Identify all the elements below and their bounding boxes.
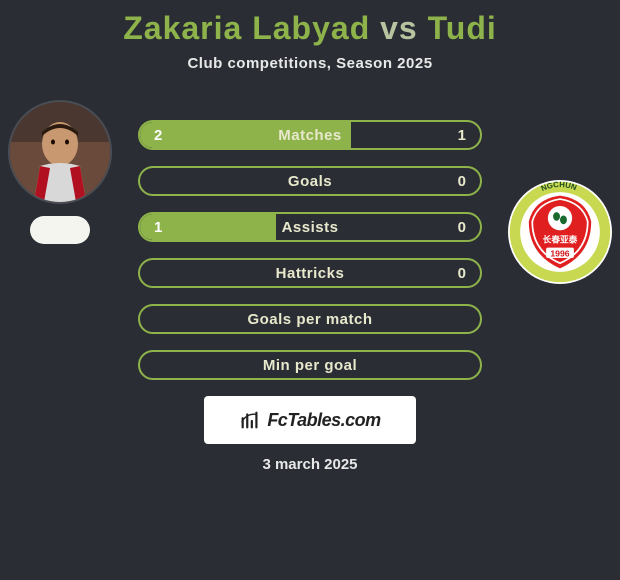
player1-name: Zakaria Labyad <box>123 10 370 46</box>
stat-label: Matches <box>140 127 480 144</box>
player1-photo <box>8 100 112 204</box>
player2-club-badge: NGCHUN 长春亚泰 1996 <box>508 180 612 284</box>
svg-text:长春亚泰: 长春亚泰 <box>543 233 578 244</box>
stat-value-left: 1 <box>154 219 162 236</box>
page-title: Zakaria Labyad vs Tudi <box>0 0 620 47</box>
stat-value-left: 2 <box>154 127 162 144</box>
stat-row: Goals per match <box>138 304 482 334</box>
subtitle: Club competitions, Season 2025 <box>0 55 620 72</box>
stat-label: Goals <box>140 173 480 190</box>
player1-block <box>8 100 112 244</box>
player2-block: NGCHUN 长春亚泰 1996 <box>508 180 612 324</box>
vs-label: vs <box>380 10 418 46</box>
brand-badge: FcTables.com <box>204 396 416 444</box>
stat-row: Matches2 1 <box>138 120 482 150</box>
player1-flag <box>30 216 90 244</box>
stat-label: Hattricks <box>140 265 480 282</box>
stat-value-right: 0 <box>458 219 466 236</box>
stat-bars: Matches21Goals0Assists10Hattricks0Goals … <box>138 120 482 396</box>
brand-logo-icon <box>239 409 261 431</box>
brand-text: FcTables.com <box>267 410 380 431</box>
stat-row: Assists1 0 <box>138 212 482 242</box>
svg-text:1996: 1996 <box>550 248 569 258</box>
stat-row: Min per goal <box>138 350 482 380</box>
stat-value-right: 0 <box>458 265 466 282</box>
stat-label: Goals per match <box>140 311 480 328</box>
stat-label: Min per goal <box>140 357 480 374</box>
stat-row: Hattricks0 <box>138 258 482 288</box>
stat-row: Goals0 <box>138 166 482 196</box>
player2-name: Tudi <box>428 10 497 46</box>
stat-label: Assists <box>140 219 480 236</box>
stat-value-right: 0 <box>458 173 466 190</box>
comparison-card: Zakaria Labyad vs Tudi Club competitions… <box>0 0 620 580</box>
date-label: 3 march 2025 <box>0 456 620 473</box>
stat-value-right: 1 <box>458 127 466 144</box>
